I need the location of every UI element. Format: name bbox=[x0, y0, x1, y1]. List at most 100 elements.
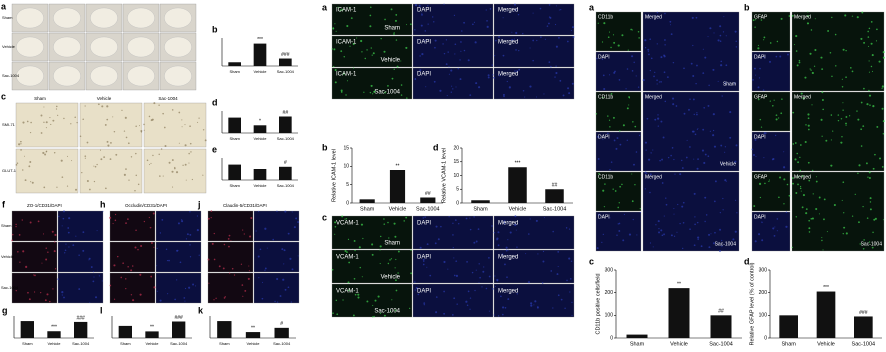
speck bbox=[374, 299, 377, 302]
x-tick-label: Sac-1004 bbox=[273, 341, 291, 346]
speck bbox=[297, 221, 299, 223]
speck bbox=[811, 104, 813, 106]
speck bbox=[628, 96, 631, 98]
speck bbox=[366, 49, 368, 51]
speck bbox=[571, 82, 574, 85]
speck bbox=[370, 47, 372, 49]
speck bbox=[788, 15, 791, 17]
speck bbox=[341, 8, 344, 11]
speck bbox=[422, 263, 425, 266]
speck bbox=[189, 244, 191, 246]
speck bbox=[649, 173, 652, 176]
speck bbox=[664, 100, 667, 103]
y-tick-label: 5 bbox=[346, 182, 349, 188]
speck bbox=[162, 175, 164, 177]
brain-slice bbox=[16, 36, 44, 58]
speck bbox=[709, 27, 712, 30]
speck bbox=[707, 104, 710, 107]
speck bbox=[250, 217, 253, 220]
panel-label: j bbox=[197, 199, 201, 209]
speck bbox=[190, 151, 192, 153]
speck bbox=[881, 166, 884, 168]
speck bbox=[833, 203, 836, 207]
micrograph bbox=[751, 211, 791, 252]
speck bbox=[231, 267, 234, 270]
y-tick-label: 200 bbox=[759, 290, 768, 296]
speck bbox=[612, 116, 615, 119]
speck bbox=[555, 71, 558, 75]
speck bbox=[759, 67, 761, 70]
speck bbox=[503, 95, 505, 98]
speck bbox=[754, 19, 757, 21]
y-axis-label: CD11b positive cells/field bbox=[595, 273, 601, 334]
speck bbox=[856, 16, 859, 19]
speck bbox=[768, 180, 770, 183]
tile-label: Merged bbox=[498, 289, 518, 295]
speck bbox=[442, 43, 444, 45]
speck bbox=[648, 53, 650, 56]
speck bbox=[210, 217, 212, 219]
speck bbox=[469, 228, 472, 231]
speck bbox=[781, 98, 783, 100]
speck bbox=[725, 180, 727, 182]
speck bbox=[722, 31, 725, 33]
speck bbox=[395, 39, 398, 41]
speck bbox=[708, 84, 710, 87]
speck bbox=[152, 212, 155, 215]
speck bbox=[622, 124, 625, 127]
bar bbox=[274, 327, 289, 338]
speck bbox=[371, 253, 374, 256]
speck bbox=[504, 263, 506, 266]
speck bbox=[410, 272, 413, 275]
speck bbox=[389, 259, 391, 261]
tile-label: Merged bbox=[498, 72, 518, 78]
speck bbox=[166, 259, 169, 262]
y-tick-label: 10 bbox=[343, 164, 349, 170]
speck bbox=[532, 59, 534, 62]
speck bbox=[395, 279, 397, 282]
speck bbox=[704, 56, 707, 59]
speck bbox=[841, 86, 844, 88]
speck bbox=[650, 57, 653, 60]
speck bbox=[405, 46, 408, 49]
speck bbox=[215, 297, 217, 299]
tile-label: Merged bbox=[498, 8, 518, 14]
speck bbox=[800, 92, 803, 95]
tile-label: VCAM-1 bbox=[336, 289, 359, 295]
speck bbox=[30, 181, 32, 183]
speck bbox=[485, 9, 487, 11]
speck bbox=[120, 276, 123, 279]
speck bbox=[150, 275, 153, 278]
speck bbox=[204, 139, 207, 142]
micrograph bbox=[253, 272, 300, 304]
speck bbox=[456, 303, 458, 305]
speck bbox=[507, 298, 510, 301]
speck bbox=[387, 84, 389, 87]
speck bbox=[249, 235, 252, 238]
speck bbox=[44, 299, 47, 302]
speck bbox=[345, 94, 347, 96]
speck bbox=[93, 276, 95, 278]
speck bbox=[763, 56, 765, 58]
speck bbox=[181, 220, 184, 223]
speck bbox=[720, 64, 723, 67]
speck bbox=[822, 249, 824, 251]
speck bbox=[445, 63, 448, 66]
speck bbox=[137, 183, 140, 186]
speck bbox=[61, 291, 64, 294]
speck bbox=[340, 50, 343, 53]
speck bbox=[453, 274, 456, 277]
speck bbox=[681, 247, 684, 250]
speck bbox=[478, 86, 481, 89]
speck bbox=[812, 193, 814, 195]
speck bbox=[802, 97, 805, 100]
speck bbox=[258, 277, 260, 279]
speck bbox=[808, 179, 811, 182]
speck bbox=[506, 80, 508, 83]
speck bbox=[754, 240, 757, 243]
speck bbox=[712, 129, 715, 132]
speck bbox=[54, 241, 56, 243]
speck bbox=[272, 238, 275, 241]
micrograph bbox=[412, 35, 494, 68]
speck bbox=[813, 65, 816, 67]
